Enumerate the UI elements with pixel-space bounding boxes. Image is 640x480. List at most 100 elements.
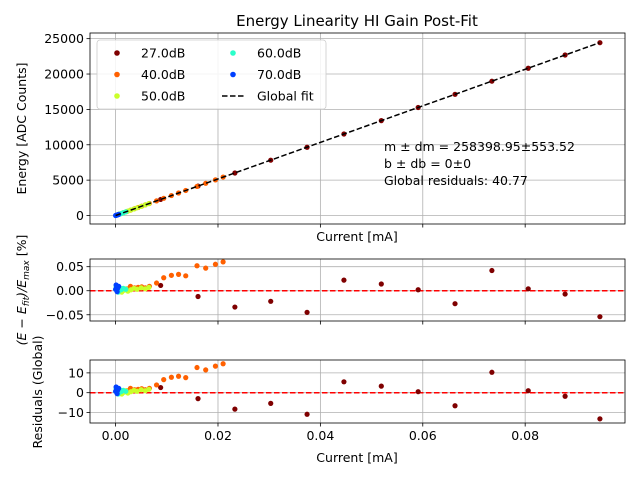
energy-plot-frame	[89, 32, 626, 225]
global-fit-line	[115, 42, 600, 217]
energy-y-axis-label: Energy [ADC Counts]	[14, 62, 29, 194]
relative-residuals-point-40-0db-10	[161, 275, 167, 281]
relative-residuals-plot-frame	[89, 258, 626, 322]
global-residuals-point-50-0db-12	[146, 386, 152, 392]
fit-annotation-slope: m ± dm = 258398.95±553.52	[384, 139, 575, 154]
global-residuals-xtick-label-1: 0.02	[204, 428, 232, 443]
legend-label-40db: 40.0dB	[141, 67, 185, 82]
global-residuals-point-27-0db-7	[415, 389, 421, 395]
relative-residuals-y-axis-label: (E − Efit)/Emax [%]	[14, 235, 32, 346]
relative-residuals-point-27-0db-7	[415, 287, 421, 293]
global-residuals-point-27-0db-5	[341, 379, 347, 385]
global-residuals-point-40-0db-12	[175, 373, 182, 379]
global-residuals-point-27-0db-10	[525, 388, 531, 394]
energy-ytick-label-3: 15000	[44, 102, 84, 117]
relative-residuals-point-27-0db-10	[525, 286, 531, 292]
relative-residuals-point-40-0db-17	[220, 259, 226, 265]
relative-residuals-point-27-0db-4	[304, 309, 310, 315]
relative-residuals-point-70-0db-5	[116, 283, 122, 289]
legend-label-50db: 50.0dB	[141, 89, 185, 104]
relative-residuals-point-50-0db-10	[138, 285, 144, 291]
relative-residuals-point-50-0db-9	[134, 286, 140, 292]
global-residuals-point-27-0db-6	[378, 383, 384, 389]
energy-point-27-0db-9	[489, 78, 495, 84]
global-residuals-point-50-0db-10	[138, 387, 144, 393]
ylabel-part-mid: )/E	[14, 280, 29, 298]
energy-point-27-0db-10	[525, 65, 531, 71]
legend-marker-70db	[230, 71, 236, 78]
relative-residuals-point-50-0db-12	[146, 284, 152, 290]
relative-residuals-point-40-0db-13	[183, 273, 189, 279]
ylabel-part-open: (E − E	[14, 306, 29, 345]
global-residuals-xtick-label-3: 0.06	[409, 428, 437, 443]
global-residuals-point-27-0db-1	[195, 396, 201, 402]
energy-x-ticks	[115, 224, 526, 228]
legend-label-70db: 70.0dB	[257, 67, 301, 82]
legend-label-60db: 60.0dB	[257, 46, 301, 61]
legend-marker-27db	[114, 50, 120, 56]
relative-residuals-ytick-label-1: 0.00	[56, 283, 84, 298]
global-residuals-point-27-0db-9	[489, 369, 495, 375]
energy-point-40-0db-14	[194, 183, 200, 190]
global-residuals-xtick-label-0: 0.00	[102, 428, 130, 443]
global-residuals-point-50-0db-9	[134, 388, 140, 394]
legend-marker-60db	[230, 50, 236, 56]
relative-residuals-point-27-0db-12	[597, 314, 603, 320]
global-residuals-point-27-0db-0	[158, 384, 164, 391]
relative-residuals-data-points	[112, 259, 603, 320]
global-residuals-point-40-0db-17	[220, 361, 226, 367]
energy-ytick-label-1: 5000	[52, 173, 84, 188]
energy-data-points	[112, 40, 603, 219]
global-residuals-point-40-0db-10	[161, 377, 167, 383]
energy-ytick-label-4: 20000	[44, 67, 84, 82]
energy-y-ticks: 0 5000 10000 15000 20000 25000	[44, 31, 90, 223]
global-residuals-ytick-label-0: −10	[58, 405, 84, 420]
global-residuals-xtick-label-2: 0.04	[306, 428, 334, 443]
relative-residuals-ytick-label-0: −0.05	[46, 307, 84, 322]
energy-point-27-0db-12	[597, 40, 603, 46]
relative-residuals-point-27-0db-0	[158, 282, 164, 289]
global-residuals-ytick-label-2: 10	[68, 365, 84, 380]
global-residuals-point-27-0db-3	[268, 400, 274, 406]
legend-label-27db: 27.0dB	[141, 46, 185, 61]
global-residuals-point-60-0db-6	[123, 388, 129, 394]
relative-residuals-point-27-0db-2	[232, 304, 238, 310]
global-residuals-y-ticks: −10 0 10	[58, 365, 90, 420]
relative-residuals-ytick-label-2: 0.05	[56, 259, 84, 274]
relative-residuals-point-27-0db-6	[378, 281, 384, 287]
global-residuals-point-70-0db-5	[116, 385, 122, 391]
fit-annotation-residuals: Global residuals: 40.77	[384, 173, 528, 188]
legend-label-global-fit: Global fit	[257, 89, 314, 104]
relative-residuals-point-27-0db-11	[562, 291, 568, 297]
global-residuals-data-points	[112, 361, 603, 422]
global-residuals-point-40-0db-13	[183, 375, 189, 381]
energy-point-40-0db-15	[203, 180, 209, 186]
energy-x-axis-label: Current [mA]	[316, 229, 397, 244]
relative-residuals-point-60-0db-6	[123, 286, 129, 292]
global-residuals-point-27-0db-8	[452, 403, 458, 409]
global-residuals-point-27-0db-12	[597, 416, 603, 422]
relative-residuals-point-27-0db-5	[341, 277, 347, 283]
relative-residuals-point-27-0db-8	[452, 301, 458, 307]
energy-ytick-label-2: 10000	[44, 137, 84, 152]
fit-annotation-intercept: b ± db = 0±0	[384, 156, 471, 171]
energy-point-50-0db-9	[134, 205, 140, 211]
relative-residuals-point-40-0db-15	[203, 265, 209, 271]
energy-panel: Energy Linearity HI Gain Post-Fit 0 5000 1…	[14, 12, 626, 244]
global-residuals-plot-frame	[89, 359, 626, 424]
global-residuals-point-40-0db-9	[153, 382, 160, 388]
global-residuals-x-ticks: 0.00 0.02 0.04 0.06 0.08	[102, 423, 539, 443]
global-residuals-point-40-0db-11	[168, 374, 175, 380]
relative-residuals-point-40-0db-16	[212, 261, 219, 267]
relative-residuals-point-27-0db-9	[489, 267, 495, 274]
relative-residuals-point-40-0db-11	[168, 272, 175, 278]
ylabel-part-unit: [%]	[14, 235, 29, 261]
relative-residuals-point-27-0db-3	[268, 298, 274, 304]
relative-residuals-x-ticks	[115, 321, 526, 325]
global-residuals-point-40-0db-16	[212, 363, 219, 369]
relative-residuals-point-27-0db-1	[195, 293, 201, 300]
legend: 27.0dB 40.0dB 50.0dB 60.0dB 70.0dB Globa…	[96, 39, 327, 110]
relative-residuals-panel: −0.05 0.00 0.05 (E − Efit)/Emax [%]	[14, 235, 626, 346]
energy-ytick-label-0: 0	[76, 208, 84, 223]
